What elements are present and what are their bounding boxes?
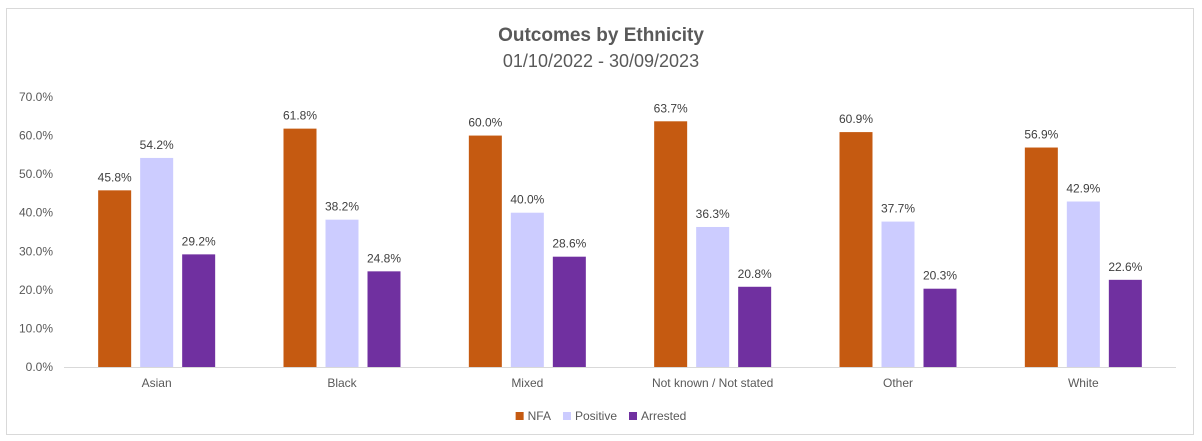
- bar-nfa-3: [468, 135, 502, 367]
- data-label: 42.9%: [1066, 182, 1100, 196]
- data-label: 54.2%: [140, 138, 174, 152]
- bar-nfa-4: [654, 121, 688, 367]
- bars: 45.8% 54.2% 29.2% 61.8% 38.2% 24.8% 60.0% 40.0%…: [98, 101, 1143, 367]
- legend-item-nfa: NFA: [515, 409, 551, 423]
- y-tick-label: 70.0%: [19, 90, 53, 104]
- data-label: 22.6%: [1108, 260, 1142, 274]
- y-tick-label: 50.0%: [19, 167, 53, 181]
- x-tick-label: Asian: [142, 376, 172, 390]
- bar-arrested-5: [923, 288, 957, 367]
- bar-arrested-4: [738, 286, 772, 367]
- bar-arrested-2: [367, 271, 401, 367]
- data-label: 61.8%: [283, 109, 317, 123]
- bar-positive-3: [510, 212, 544, 367]
- bar-arrested-3: [552, 256, 586, 367]
- bar-arrested-1: [182, 254, 216, 367]
- bar-positive-1: [140, 157, 174, 367]
- y-tick-label: 0.0%: [26, 360, 54, 374]
- data-label: 45.8%: [98, 170, 132, 184]
- legend-item-arrested: Arrested: [629, 409, 686, 423]
- bar-nfa-5: [839, 132, 873, 367]
- x-tick-label: White: [1068, 376, 1099, 390]
- data-label: 37.7%: [881, 202, 915, 216]
- bar-nfa-2: [283, 128, 317, 367]
- legend-label: Positive: [575, 409, 617, 423]
- data-label: 24.8%: [367, 251, 401, 265]
- y-tick-label: 10.0%: [19, 321, 53, 335]
- legend-label: NFA: [528, 409, 551, 423]
- bar-nfa-1: [98, 190, 132, 367]
- data-label: 56.9%: [1024, 128, 1058, 142]
- legend-swatch: [629, 412, 638, 420]
- bar-nfa-6: [1024, 147, 1058, 367]
- chart-title: Outcomes by Ethnicity: [498, 25, 704, 46]
- chart-subtitle: 01/10/2022 - 30/09/2023: [503, 51, 699, 71]
- data-label: 36.3%: [696, 207, 730, 221]
- data-label: 60.9%: [839, 112, 873, 126]
- x-tick-label: Mixed: [511, 376, 543, 390]
- y-tick-label: 60.0%: [19, 129, 53, 143]
- data-label: 20.8%: [738, 267, 772, 281]
- legend: NFA Positive Arrested: [515, 409, 686, 423]
- axes: 0.0% 10.0% 20.0% 30.0% 40.0% 50.0% 60.0% 70.0% A…: [19, 90, 1176, 390]
- data-label: 38.2%: [325, 200, 359, 214]
- bar-positive-2: [325, 219, 359, 367]
- legend-swatch: [515, 412, 524, 420]
- data-label: 28.6%: [552, 237, 586, 251]
- x-tick-label: Not known / Not stated: [652, 376, 773, 390]
- y-tick-label: 40.0%: [19, 206, 53, 220]
- data-label: 20.3%: [923, 269, 957, 283]
- bar-arrested-6: [1108, 279, 1142, 367]
- data-label: 60.0%: [468, 116, 502, 130]
- data-label: 29.2%: [182, 234, 216, 248]
- data-label: 40.0%: [510, 193, 544, 207]
- data-label: 63.7%: [654, 101, 688, 115]
- bar-positive-6: [1066, 201, 1100, 367]
- legend-swatch: [562, 412, 571, 420]
- y-tick-label: 30.0%: [19, 244, 53, 258]
- bar-positive-4: [696, 226, 730, 367]
- x-tick-label: Other: [883, 376, 913, 390]
- bar-positive-5: [881, 221, 915, 367]
- legend-label: Arrested: [641, 409, 686, 423]
- legend-item-positive: Positive: [562, 409, 617, 423]
- y-tick-label: 20.0%: [19, 283, 53, 297]
- x-tick-label: Black: [327, 376, 357, 390]
